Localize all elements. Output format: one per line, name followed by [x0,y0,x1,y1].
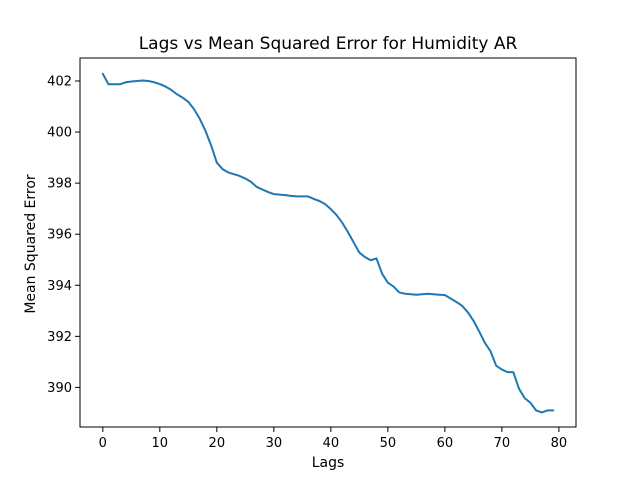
chart-title: Lags vs Mean Squared Error for Humidity … [139,34,518,54]
y-tick-label: 396 [47,228,72,243]
plot-area: 0 10 20 30 40 50 60 70 80 390 392 394 396 398 400 402 [47,57,577,451]
x-axis-label: Lags [312,455,345,471]
x-tick-label: 30 [266,436,283,451]
x-tick-label: 50 [380,436,397,451]
y-tick-label: 394 [47,279,72,294]
series-line [101,72,555,414]
y-tick-label: 390 [47,381,72,396]
x-tick-label: 0 [99,436,107,451]
x-tick-label: 40 [323,436,340,451]
y-axis-label: Mean Squared Error [23,174,39,314]
y-tick-label: 400 [47,126,72,141]
x-tick-label: 20 [209,436,226,451]
x-tick-label: 10 [152,436,169,451]
y-tick-label: 398 [47,177,72,192]
y-tick-label: 392 [47,330,72,345]
y-tick-label: 402 [47,74,72,89]
axes-frame [79,57,577,428]
x-tick-label: 60 [437,436,454,451]
x-tick-label: 80 [551,436,568,451]
x-tick-label: 70 [494,436,511,451]
